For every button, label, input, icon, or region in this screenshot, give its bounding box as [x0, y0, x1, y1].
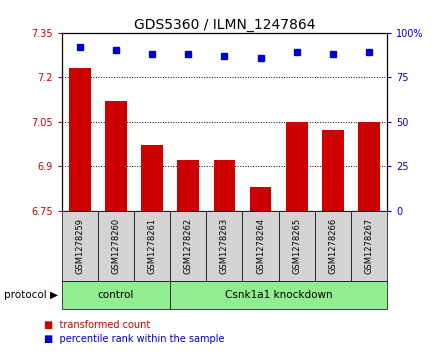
Text: GSM1278264: GSM1278264: [256, 218, 265, 274]
Text: ■  percentile rank within the sample: ■ percentile rank within the sample: [44, 334, 224, 344]
Bar: [358, 122, 380, 211]
Text: protocol ▶: protocol ▶: [4, 290, 59, 300]
Text: GSM1278263: GSM1278263: [220, 218, 229, 274]
Bar: [286, 122, 308, 211]
Bar: [141, 145, 163, 211]
Text: GSM1278260: GSM1278260: [111, 218, 121, 274]
Text: ■  transformed count: ■ transformed count: [44, 320, 150, 330]
Text: Csnk1a1 knockdown: Csnk1a1 knockdown: [225, 290, 333, 300]
Bar: [69, 68, 91, 211]
Bar: [250, 187, 271, 211]
Text: control: control: [98, 290, 134, 300]
Text: GSM1278262: GSM1278262: [184, 218, 193, 274]
Bar: [322, 131, 344, 211]
Bar: [213, 160, 235, 211]
Title: GDS5360 / ILMN_1247864: GDS5360 / ILMN_1247864: [134, 18, 315, 32]
Text: GSM1278267: GSM1278267: [365, 218, 374, 274]
Bar: [105, 101, 127, 211]
Text: GSM1278261: GSM1278261: [147, 218, 157, 274]
Text: GSM1278266: GSM1278266: [328, 218, 337, 274]
Bar: [177, 160, 199, 211]
Text: GSM1278259: GSM1278259: [75, 218, 84, 274]
Text: GSM1278265: GSM1278265: [292, 218, 301, 274]
